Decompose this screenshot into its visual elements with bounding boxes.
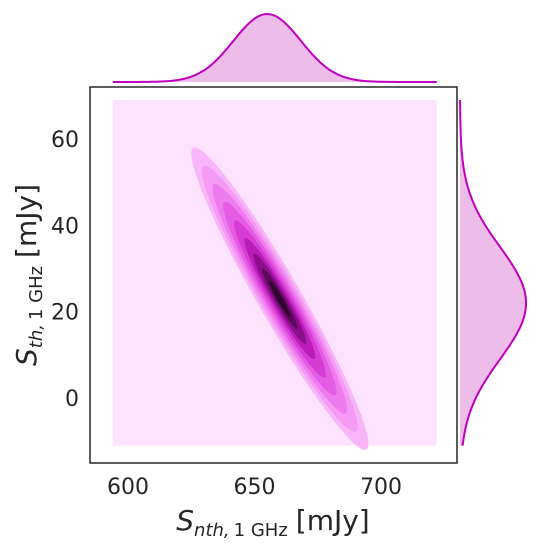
plot-frame	[89, 86, 458, 464]
x-axis-label-main: S	[176, 504, 194, 537]
y-tick-label: 0	[65, 387, 79, 412]
y-tick-label: 20	[51, 301, 79, 326]
kde-contour-level-9	[269, 280, 291, 317]
joint-plot-area	[89, 86, 458, 464]
right-marginal-fill	[460, 100, 526, 446]
x-tick-label: 700	[360, 475, 402, 500]
y-axis-label-sub-upright: 1 GHz	[26, 266, 47, 320]
kde-contours	[191, 147, 369, 450]
top-marginal-fill	[112, 14, 437, 82]
right-marginal-kde	[459, 100, 527, 446]
y-axis-label-sub-italic: th,	[26, 324, 47, 348]
x-axis-label-sub-upright: 1 GHz	[234, 520, 288, 541]
y-tick-label: 40	[51, 214, 79, 239]
x-tick-labels: 600 650 700	[107, 475, 402, 500]
x-axis-label-sub-italic: nth,	[194, 520, 230, 541]
y-axis-label-unit: [mJy]	[10, 184, 43, 258]
y-axis-label-main: S	[10, 348, 43, 366]
y-axis-label: Sth, 1 GHz [mJy]	[10, 184, 47, 366]
x-axis-label: Snth, 1 GHz [mJy]	[176, 504, 369, 541]
top-marginal-kde	[112, 12, 437, 83]
x-axis-label-unit: [mJy]	[296, 504, 370, 537]
x-tick-label: 650	[234, 475, 276, 500]
right-marginal-line	[459, 100, 527, 446]
y-tick-labels: 0 20 40 60	[51, 128, 79, 412]
x-tick-label: 600	[107, 475, 149, 500]
top-marginal-line	[112, 12, 437, 83]
y-tick-label: 60	[51, 128, 79, 153]
